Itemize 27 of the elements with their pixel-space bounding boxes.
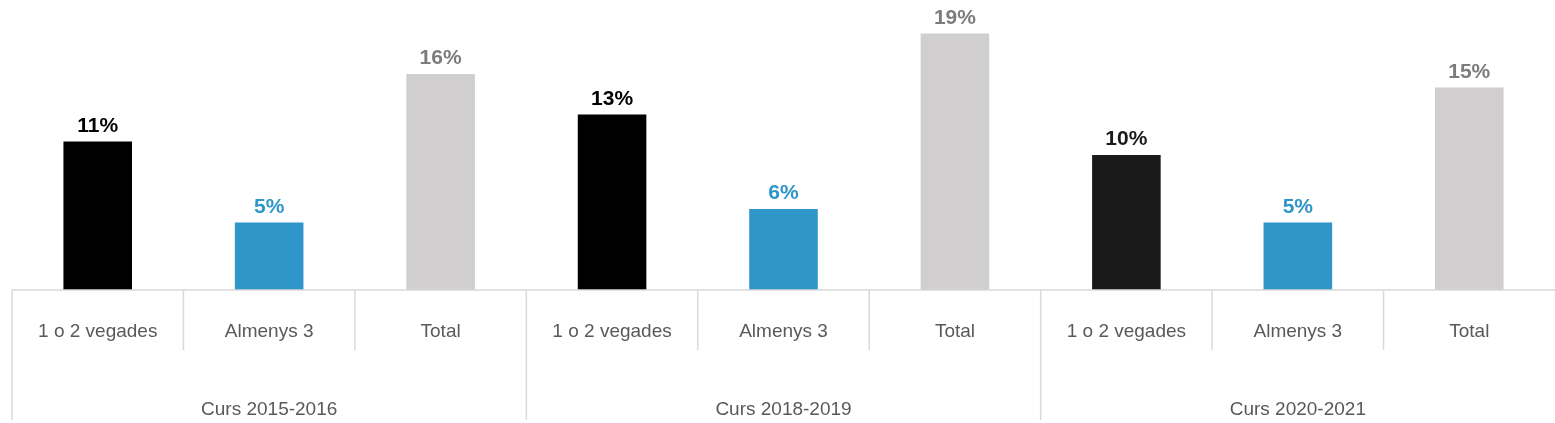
x-tick-label: Almenys 3 [739, 319, 828, 341]
bar [749, 209, 818, 290]
data-label: 19% [933, 4, 977, 28]
data-label: 11% [77, 112, 119, 136]
x-tick-label: 1 o 2 vegades [38, 319, 158, 341]
x-tick-label: 1 o 2 vegades [1066, 319, 1187, 341]
bar [63, 141, 133, 290]
bar [234, 222, 304, 290]
data-label: 10% [1105, 126, 1148, 150]
bar [577, 114, 647, 290]
text: Curs 2018-2019 [715, 398, 852, 420]
data-label: 6% [768, 180, 799, 204]
bar [1263, 222, 1333, 290]
data-label: 5% [1282, 193, 1314, 217]
x-tick-label: Total [1449, 319, 1490, 341]
x-tick-label: 1 o 2 vegades [552, 319, 672, 341]
x-tick-label: Almenys 3 [1253, 319, 1343, 341]
data-label: 15% [1448, 58, 1491, 82]
x-tick-label: Total [420, 319, 461, 341]
text: Curs 2015-2016 [201, 398, 338, 420]
text: Curs 2020-2021 [1229, 398, 1366, 420]
x-tick-label: Almenys 3 [224, 319, 314, 341]
data-label: 13% [591, 85, 634, 109]
data-label: 5% [253, 193, 285, 217]
bar [1092, 155, 1161, 290]
data-label: 16% [419, 45, 462, 69]
x-tick-label: Total [934, 319, 976, 341]
